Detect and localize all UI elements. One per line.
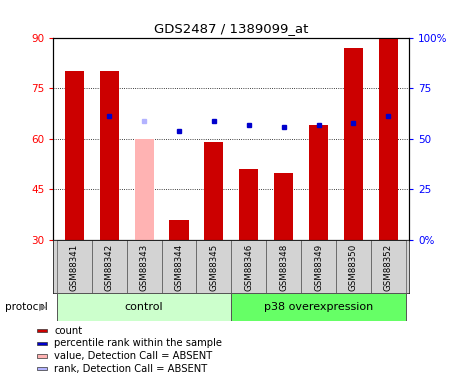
Bar <box>232 292 405 321</box>
Bar <box>371 240 405 292</box>
Bar <box>336 240 371 292</box>
Text: protocol: protocol <box>5 302 47 312</box>
Bar <box>37 342 47 345</box>
Bar <box>232 240 266 292</box>
Bar <box>126 240 162 292</box>
Text: p38 overexpression: p38 overexpression <box>264 302 373 312</box>
Text: GSM88349: GSM88349 <box>314 244 323 291</box>
Text: GSM88350: GSM88350 <box>349 244 358 291</box>
Text: GSM88344: GSM88344 <box>174 244 184 291</box>
Bar <box>301 240 336 292</box>
Text: GSM88346: GSM88346 <box>244 244 253 291</box>
Bar <box>92 240 126 292</box>
Bar <box>100 71 119 240</box>
Bar <box>37 329 47 333</box>
Bar <box>37 354 47 358</box>
Text: GSM88342: GSM88342 <box>105 244 114 291</box>
Bar <box>57 292 232 321</box>
Text: count: count <box>54 326 82 336</box>
Bar <box>344 48 363 240</box>
Bar <box>162 240 196 292</box>
Text: value, Detection Call = ABSENT: value, Detection Call = ABSENT <box>54 351 213 361</box>
Text: control: control <box>125 302 164 312</box>
Bar <box>134 139 154 240</box>
Title: GDS2487 / 1389099_at: GDS2487 / 1389099_at <box>154 22 308 35</box>
Text: GSM88348: GSM88348 <box>279 244 288 291</box>
Bar <box>239 169 259 240</box>
Text: GSM88341: GSM88341 <box>70 244 79 291</box>
Bar <box>65 71 84 240</box>
Bar <box>274 172 293 240</box>
Bar <box>309 125 328 240</box>
Text: percentile rank within the sample: percentile rank within the sample <box>54 338 222 348</box>
Bar <box>169 220 189 240</box>
Text: GSM88352: GSM88352 <box>384 244 393 291</box>
Bar <box>37 367 47 370</box>
Text: ▶: ▶ <box>39 302 46 312</box>
Bar <box>57 240 92 292</box>
Bar <box>196 240 232 292</box>
Bar <box>266 240 301 292</box>
Text: GSM88345: GSM88345 <box>209 244 219 291</box>
Text: rank, Detection Call = ABSENT: rank, Detection Call = ABSENT <box>54 364 207 374</box>
Bar <box>204 142 224 240</box>
Bar <box>379 38 398 240</box>
Text: GSM88343: GSM88343 <box>140 244 149 291</box>
